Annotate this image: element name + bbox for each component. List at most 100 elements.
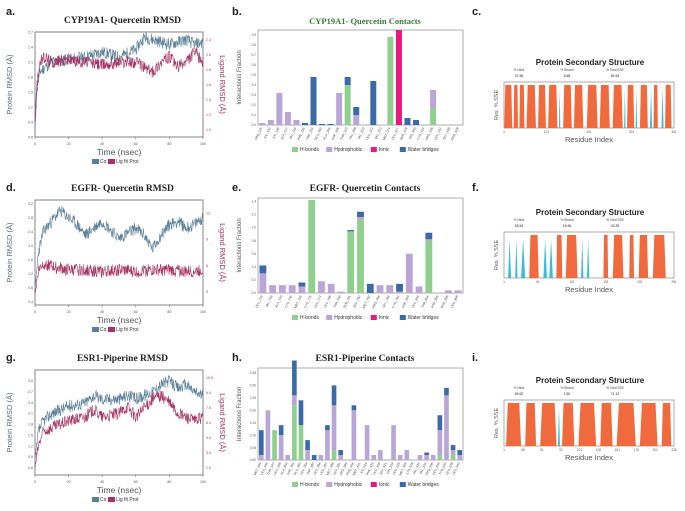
x-tick-label: 20: [67, 142, 71, 146]
y-tick-label: 0.6: [252, 63, 257, 67]
legend-swatch: [108, 159, 115, 164]
y-tick-label: 2.1: [28, 412, 33, 416]
panel-e-title: EGFR- Quercetin Contacts: [309, 184, 421, 194]
plot-frame: [34, 31, 204, 138]
bar-water: [457, 450, 463, 456]
bar-hydrophobic: [424, 455, 429, 460]
panel-g-letter: g.: [6, 352, 16, 364]
panel-g-title: ESR1-Piperine RMSD: [76, 354, 169, 364]
bar-hydrophobic: [430, 455, 436, 460]
category-label: MET_388: [325, 462, 335, 476]
bar-water: [319, 124, 326, 125]
helix-segment: [652, 235, 666, 278]
sse-stat-value: 28.54: [515, 224, 524, 228]
category-label: LEU_792: [352, 295, 361, 309]
y-tick-label: 0.0: [252, 123, 257, 127]
y-tick-label: 2.8: [28, 216, 33, 220]
panel-c-title: Protein Secondary Structure: [535, 58, 645, 67]
bar-water: [413, 120, 420, 125]
category-label: ASP_309: [331, 127, 340, 141]
legend-swatch: [399, 482, 406, 487]
y-axis-label: Interactions Fraction: [237, 50, 243, 104]
sse-stat-value: 43.39: [611, 224, 620, 228]
x-tick-label: 0: [34, 310, 36, 314]
y2-axis-label: Ligand RMSD (Å): [218, 393, 227, 452]
y-tick-label: 0.05: [250, 446, 256, 450]
x-tick-label: 201: [637, 280, 643, 284]
y-tick-label: 0.15: [250, 421, 256, 425]
bar-hydrophobic: [338, 455, 343, 460]
legend-label: Lig fit Prot: [116, 497, 139, 503]
y-tick-label: 2.4: [28, 401, 33, 405]
category-label: ALA_306: [322, 127, 331, 141]
category-label: ALA_743: [274, 295, 283, 309]
x-tick-label: 226: [671, 448, 677, 452]
bar-hydrophobic: [437, 430, 443, 456]
bar-water: [331, 385, 337, 406]
helix-segment: [586, 85, 598, 128]
y-tick-label: 2.1: [28, 60, 33, 64]
category-label: GLY_439: [442, 127, 451, 141]
legend-swatch: [292, 482, 298, 487]
category-label: LEU_525: [392, 462, 401, 476]
helix-segment: [513, 85, 518, 128]
helix-segment: [556, 235, 563, 278]
category-label: MET_793: [362, 295, 372, 309]
category-label: LEU_844: [411, 295, 420, 309]
bar-hydrophobic: [376, 285, 384, 293]
bar-hydrophobic: [269, 285, 277, 293]
y2-tick-label: 10.5: [206, 376, 213, 380]
category-label: THR_790: [332, 295, 341, 309]
category-label: MET_374: [382, 127, 392, 141]
y-tick-label: 0.5: [252, 73, 257, 77]
plot-frame: [34, 199, 204, 306]
x-tick-label: 40: [100, 310, 104, 314]
sse-stat-label: % Strand: [560, 218, 573, 222]
bar-water: [325, 425, 330, 431]
bar-water: [424, 452, 429, 456]
bar-hydrophobic: [318, 455, 324, 460]
strand-segment: [543, 239, 547, 278]
strand-segment: [515, 239, 518, 278]
category-label: ASP_351: [286, 462, 295, 476]
helix-segment: [627, 85, 635, 128]
bar-hbond: [292, 405, 297, 460]
category-label: LEU_387: [319, 462, 328, 476]
x-tick-label: 40: [100, 480, 104, 484]
helix-segment: [504, 85, 513, 128]
bar-hydrophobic: [417, 455, 423, 460]
bar-water: [298, 400, 304, 426]
helix-segment: [526, 85, 536, 128]
y-tick-label: 1.6: [28, 258, 33, 262]
legend-label: Hydrophobic: [334, 315, 363, 321]
bar-hbond: [450, 455, 456, 460]
bar-water: [425, 232, 433, 240]
category-label: ILE_424: [359, 462, 368, 475]
bar-hydrophobic: [318, 281, 325, 293]
sse-stat-value: 71.12: [611, 392, 620, 396]
category-label: LYS_745: [284, 295, 293, 309]
strand-segment: [635, 89, 638, 128]
bar-hydrophobic: [325, 430, 330, 460]
y-tick-label: 2.7: [28, 390, 33, 394]
category-label: LEU_539: [445, 462, 454, 476]
y2-axis-label: Ligand RMSD (Å): [218, 55, 227, 114]
panel-c-letter: c.: [472, 6, 482, 18]
legend-label: Water bridges: [408, 482, 439, 488]
category-label: GLY_796: [381, 295, 390, 309]
category-label: VAL_234: [288, 127, 297, 141]
y2-tick-label: 7.5: [206, 406, 211, 410]
bar-hydrophobic: [292, 395, 297, 406]
category-label: ASP_855: [430, 295, 439, 309]
helix-segment: [506, 403, 522, 446]
bar-water: [437, 415, 443, 431]
strand-segment: [508, 239, 512, 278]
category-label: ILE_133: [263, 127, 272, 140]
y-tick-label: 0.9: [28, 120, 33, 124]
bar-water: [305, 440, 310, 451]
bar-hydrophobic: [278, 285, 286, 293]
y-tick-label: 1.5: [28, 90, 33, 94]
bar-water: [338, 450, 343, 456]
category-label: ALA_217: [280, 127, 289, 141]
x-axis-label: Time (nsec): [97, 315, 142, 325]
